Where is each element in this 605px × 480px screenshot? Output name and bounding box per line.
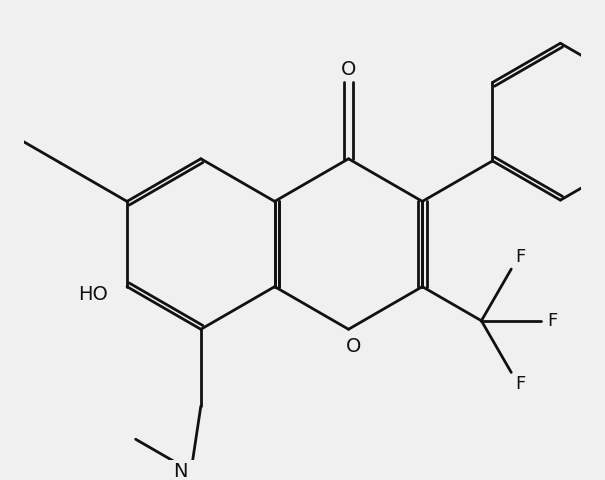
- Text: F: F: [548, 312, 558, 330]
- Text: HO: HO: [77, 285, 108, 304]
- Text: N: N: [173, 462, 188, 480]
- Text: O: O: [346, 337, 361, 356]
- Text: F: F: [515, 249, 525, 266]
- Text: F: F: [515, 375, 525, 393]
- Text: O: O: [341, 60, 356, 79]
